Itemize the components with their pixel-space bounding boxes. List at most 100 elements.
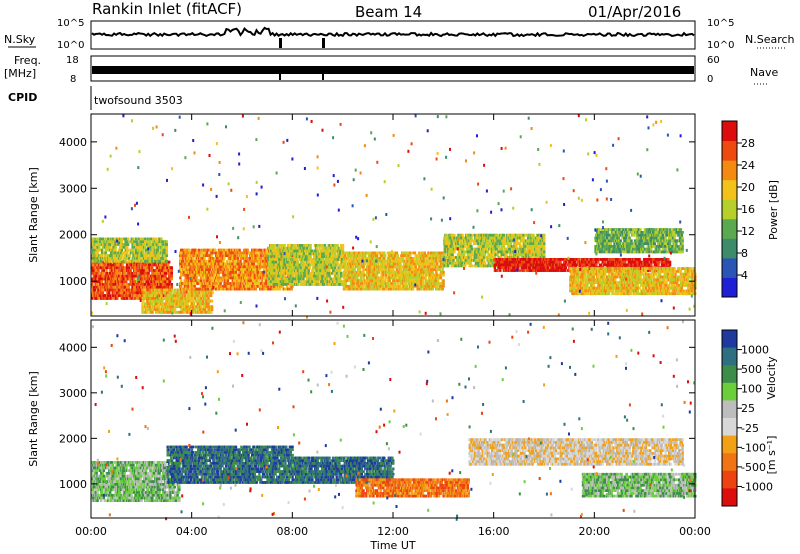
cell bbox=[283, 274, 286, 278]
cell bbox=[146, 240, 150, 244]
cell bbox=[384, 262, 387, 266]
cell bbox=[269, 269, 272, 272]
cell bbox=[235, 251, 239, 255]
cell bbox=[113, 271, 116, 275]
cell bbox=[109, 254, 112, 257]
cell bbox=[175, 305, 179, 309]
cell bbox=[161, 299, 164, 303]
cell bbox=[194, 248, 197, 252]
cell bbox=[277, 249, 280, 253]
cell bbox=[276, 258, 279, 261]
cell bbox=[278, 283, 281, 286]
cell bbox=[275, 255, 278, 258]
nsky-tick-top: 10^5 bbox=[57, 18, 84, 29]
cell bbox=[202, 251, 205, 255]
cell bbox=[201, 276, 204, 280]
cell bbox=[249, 262, 252, 266]
cell bbox=[142, 248, 145, 252]
cell bbox=[265, 248, 268, 252]
cell bbox=[97, 288, 100, 292]
cell bbox=[333, 266, 337, 270]
cell bbox=[161, 305, 164, 309]
cell bbox=[110, 280, 114, 283]
cell bbox=[109, 257, 113, 260]
cell bbox=[153, 257, 157, 260]
cell bbox=[106, 266, 109, 270]
cell bbox=[96, 271, 99, 275]
cell bbox=[190, 251, 194, 255]
cell bbox=[274, 266, 277, 270]
cell bbox=[102, 257, 106, 260]
cell bbox=[273, 260, 276, 264]
cell bbox=[145, 251, 149, 255]
cell bbox=[134, 243, 137, 246]
cell bbox=[225, 259, 229, 263]
cell bbox=[383, 257, 386, 260]
cpid-value: twofsound 3503 bbox=[94, 94, 183, 107]
cell bbox=[106, 274, 109, 278]
cell bbox=[119, 291, 122, 295]
cell bbox=[92, 285, 96, 289]
cell bbox=[213, 282, 216, 285]
cell bbox=[221, 279, 224, 283]
cell bbox=[309, 263, 312, 267]
cell bbox=[233, 279, 236, 283]
cell bbox=[206, 308, 209, 311]
cell bbox=[151, 251, 154, 255]
cell bbox=[151, 259, 154, 263]
cell bbox=[156, 308, 160, 311]
cell bbox=[103, 259, 106, 263]
cell bbox=[288, 277, 292, 281]
cell bbox=[135, 259, 138, 263]
cell bbox=[117, 291, 121, 295]
cell bbox=[151, 294, 154, 297]
cell bbox=[242, 254, 245, 257]
cell bbox=[113, 285, 116, 289]
cell bbox=[218, 279, 221, 283]
cell bbox=[188, 310, 191, 314]
cell bbox=[315, 246, 319, 250]
cell bbox=[233, 251, 237, 255]
cell bbox=[135, 288, 139, 292]
cell bbox=[134, 288, 137, 292]
cell bbox=[197, 273, 200, 277]
cell bbox=[133, 285, 136, 289]
cell bbox=[134, 297, 137, 300]
cell bbox=[231, 282, 234, 285]
cell bbox=[275, 260, 278, 264]
cell bbox=[201, 284, 204, 288]
cell bbox=[129, 280, 132, 283]
cell bbox=[125, 285, 129, 289]
cell bbox=[187, 282, 190, 285]
cell bbox=[148, 240, 151, 244]
cell bbox=[192, 282, 195, 285]
cell bbox=[250, 279, 253, 283]
cell bbox=[103, 288, 106, 292]
cell bbox=[138, 288, 141, 292]
cell bbox=[210, 294, 213, 297]
cell bbox=[299, 280, 302, 283]
cell bbox=[137, 237, 141, 241]
cell bbox=[193, 308, 197, 311]
cell bbox=[289, 263, 292, 267]
cell bbox=[243, 265, 247, 269]
cell bbox=[333, 246, 337, 250]
cell bbox=[120, 240, 124, 244]
cell bbox=[281, 260, 284, 264]
cell bbox=[384, 273, 388, 277]
cell bbox=[248, 265, 251, 269]
cell bbox=[109, 245, 112, 249]
cell bbox=[103, 297, 106, 300]
cell bbox=[165, 248, 168, 252]
cell bbox=[142, 251, 145, 255]
cell bbox=[262, 273, 266, 277]
cell bbox=[254, 254, 257, 257]
cell bbox=[357, 262, 361, 266]
cell bbox=[270, 258, 274, 261]
cell bbox=[125, 274, 129, 278]
cell bbox=[202, 282, 205, 285]
cell bbox=[201, 310, 204, 314]
freq-tick-top: 18 bbox=[66, 55, 79, 66]
cell bbox=[241, 257, 244, 260]
cell bbox=[180, 291, 183, 295]
